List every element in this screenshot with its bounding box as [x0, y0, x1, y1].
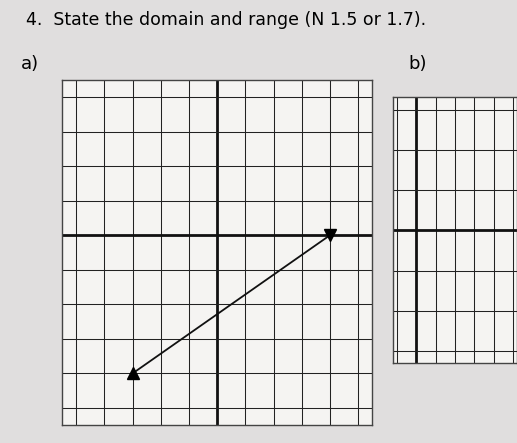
Text: b): b): [408, 55, 427, 74]
Text: a): a): [21, 55, 39, 74]
Text: 4.  State the domain and range (N 1.5 or 1.7).: 4. State the domain and range (N 1.5 or …: [26, 11, 426, 29]
